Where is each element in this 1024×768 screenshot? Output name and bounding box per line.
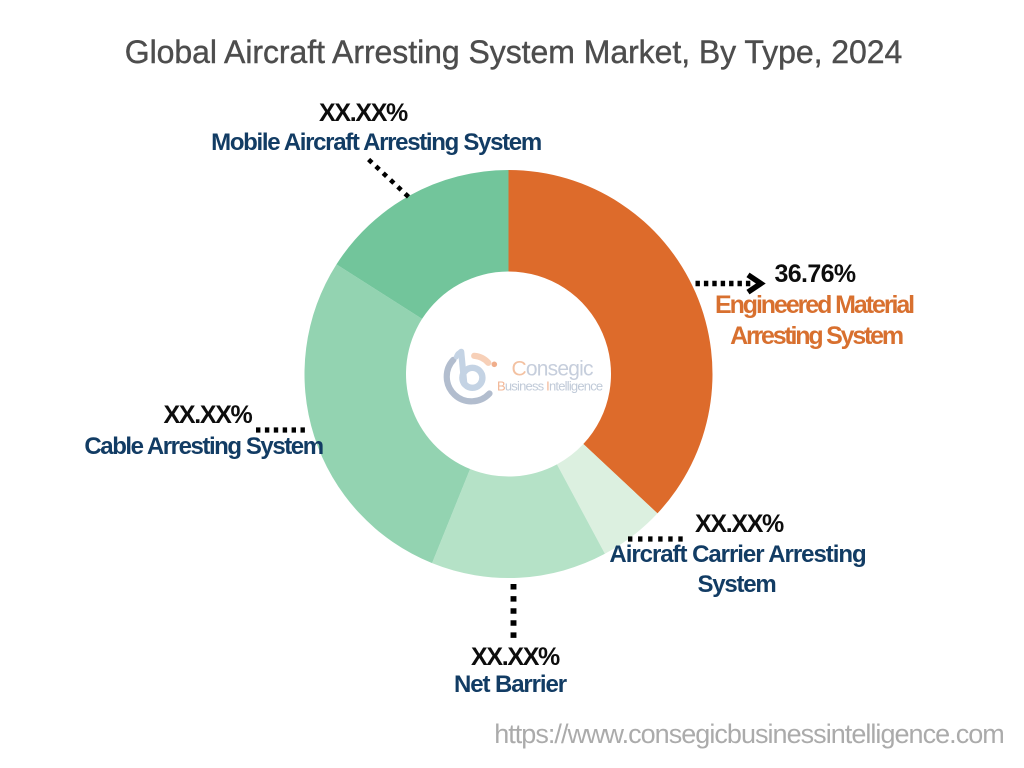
svg-text:Business Intelligence: Business Intelligence [497,379,603,394]
svg-text:Consegic: Consegic [512,358,593,381]
